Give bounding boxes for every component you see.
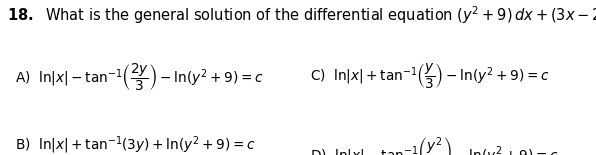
Text: A)  $\mathrm{ln}|x|-\tan^{-1}\!\left(\dfrac{2y}{3}\right)-\mathrm{ln}(y^2+9)=c$: A) $\mathrm{ln}|x|-\tan^{-1}\!\left(\dfr… <box>15 62 263 93</box>
Text: $\mathbf{18.}$  What is the general solution of the differential equation $(y^2+: $\mathbf{18.}$ What is the general solut… <box>7 5 596 26</box>
Text: C)  $\mathrm{ln}|x|+\tan^{-1}\!\left(\dfrac{y}{3}\right)-\mathrm{ln}(y^2+9)=c$: C) $\mathrm{ln}|x|+\tan^{-1}\!\left(\dfr… <box>310 62 550 91</box>
Text: D)  $\mathrm{ln}|x|-\tan^{-1}\!\left(\dfrac{y^2}{2}\right)-\mathrm{ln}(y^2+9)=c$: D) $\mathrm{ln}|x|-\tan^{-1}\!\left(\dfr… <box>310 135 558 155</box>
Text: B)  $\mathrm{ln}|x|+\tan^{-1}\!\left(3y\right)+\mathrm{ln}(y^2+9)=c$: B) $\mathrm{ln}|x|+\tan^{-1}\!\left(3y\r… <box>15 135 255 155</box>
